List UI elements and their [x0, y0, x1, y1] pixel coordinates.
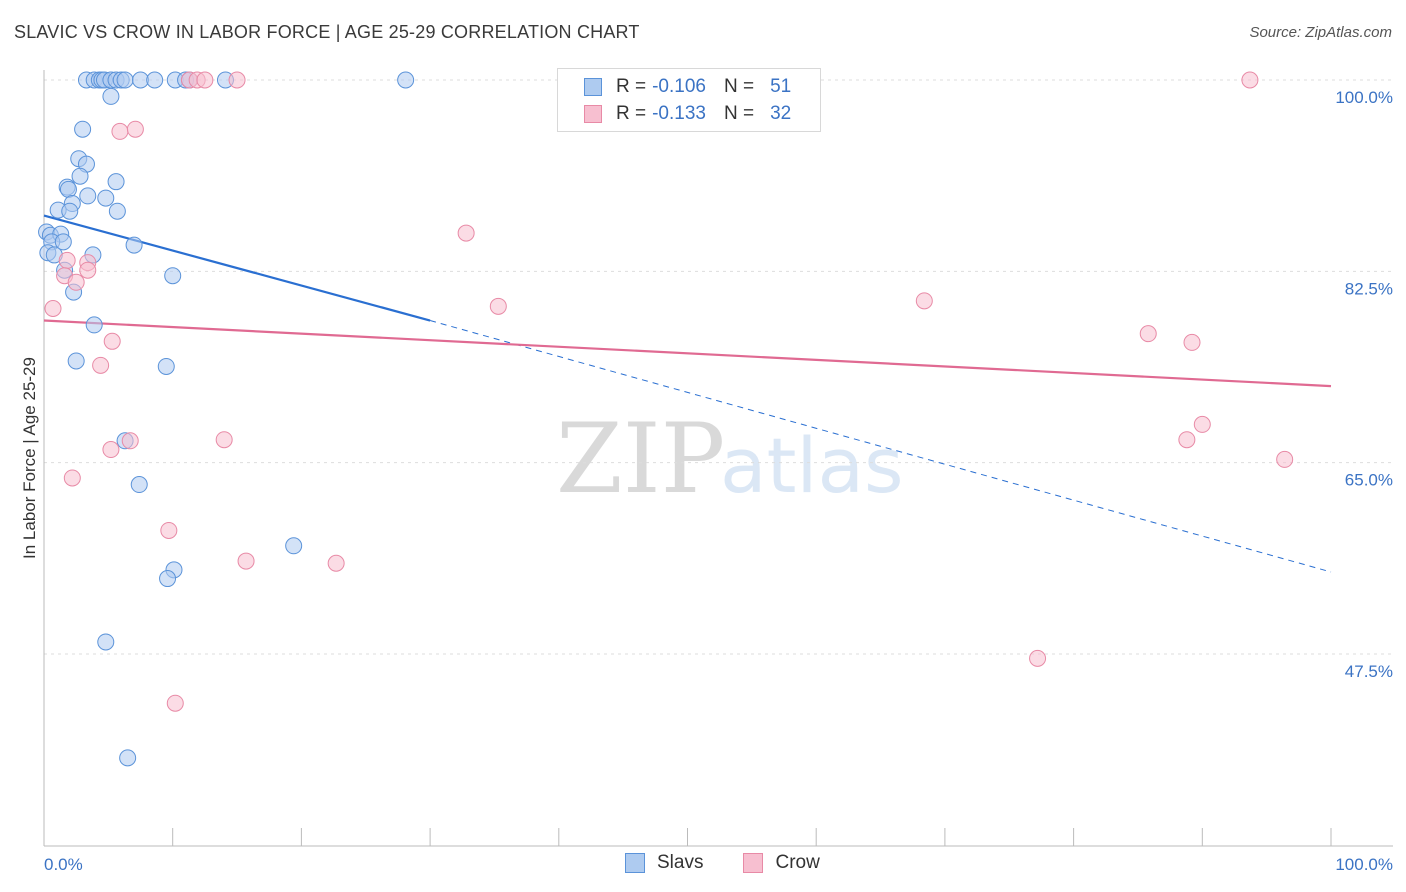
crow-point [58, 251, 76, 269]
crow-point [1183, 333, 1201, 351]
slavs-point [159, 570, 177, 588]
x-tick-label: 100.0% [1335, 855, 1393, 874]
slavs-point [116, 71, 134, 89]
legend-item-crow[interactable]: Crow [743, 852, 820, 874]
crow-point [103, 332, 121, 350]
crow-point [457, 224, 475, 242]
crow-point [79, 261, 97, 279]
slavs-point [74, 120, 92, 138]
x-tick-label: 0.0% [44, 855, 83, 874]
y-axis-label: In Labor Force | Age 25-29 [20, 357, 39, 559]
slavs-point [107, 173, 125, 191]
crow-point [1276, 450, 1294, 468]
crow-point [237, 552, 255, 570]
crow-point [111, 122, 129, 140]
crow-point [1139, 325, 1157, 343]
slavs-point [59, 180, 77, 198]
crow-point [92, 356, 110, 374]
y-tick-label: 82.5% [1345, 279, 1393, 298]
n-label: N = [723, 76, 755, 97]
slavs-point [130, 476, 148, 494]
crow-point [63, 469, 81, 487]
slavs-point [67, 352, 85, 370]
crow-point [160, 521, 178, 539]
slavs-point [97, 633, 115, 651]
crow-point [1178, 431, 1196, 449]
y-tick-label: 47.5% [1345, 662, 1393, 681]
slavs-point [157, 357, 175, 375]
crow-point [196, 71, 214, 89]
watermark-atlas: atlas [720, 421, 904, 510]
chart-title: SLAVIC VS CROW IN LABOR FORCE | AGE 25-2… [14, 22, 640, 42]
r-label: R = [616, 76, 647, 97]
slavs-legend-swatch [625, 853, 645, 873]
slavs-trend-line [43, 214, 431, 322]
slavs-point [108, 202, 126, 220]
crow-point [126, 120, 144, 138]
r-value: -0.106 [652, 76, 706, 97]
crow-point [915, 292, 933, 310]
crow-legend-swatch [743, 853, 764, 873]
crow-point [1193, 415, 1211, 433]
r-value: -0.133 [652, 103, 706, 124]
slavs-point [61, 202, 79, 220]
crow-point [228, 71, 246, 89]
n-value: 32 [770, 103, 792, 124]
crow-swatch [584, 105, 602, 123]
n-label: N = [723, 103, 755, 124]
slavs-swatch [584, 78, 602, 96]
crow-trend-line [43, 319, 1332, 388]
slavs-point [146, 71, 164, 89]
legend-item-slavs[interactable]: Slavs [625, 852, 703, 874]
slavs-point [97, 189, 115, 207]
crow-point [166, 694, 184, 712]
slavs-point [102, 87, 120, 105]
n-value: 51 [770, 76, 792, 97]
stats-row-slavs: R = -0.106 N = 51 [584, 75, 791, 99]
axes [43, 70, 1393, 847]
tick-labels: 47.5% 65.0% 82.5% 100.0% 0.0% 100.0% [44, 88, 1393, 874]
crow-point [121, 432, 139, 450]
crow-point [67, 273, 85, 291]
slavs-point [85, 316, 103, 334]
crow-point [102, 441, 120, 459]
slavs-point [54, 233, 72, 251]
slavs-point [285, 537, 303, 555]
crow-point [215, 431, 233, 449]
slavs-point [125, 236, 143, 254]
slavs-point [119, 749, 137, 767]
slavs-trend-extension [429, 320, 1332, 573]
crow-point [1241, 71, 1259, 89]
slavs-point [79, 187, 97, 205]
series-legend: Slavs Crow [625, 852, 860, 874]
source-credit: Source: ZipAtlas.com [1249, 24, 1392, 41]
crow-legend-label: Crow [775, 852, 820, 873]
slavs-point [397, 71, 415, 89]
slavs-point [132, 71, 150, 89]
trend-lines [43, 214, 1332, 573]
stats-legend: R = -0.106 N = 51 R = -0.133 N = 32 [557, 68, 821, 132]
slavs-point [164, 267, 182, 285]
watermark-zip: ZIP [556, 403, 725, 515]
data-points [38, 71, 1294, 767]
crow-point [327, 554, 345, 572]
y-tick-label: 65.0% [1345, 471, 1393, 490]
stats-row-crow: R = -0.133 N = 32 [584, 102, 791, 126]
r-label: R = [616, 103, 647, 124]
y-tick-label: 100.0% [1335, 88, 1393, 107]
slavs-point [71, 167, 89, 185]
slavs-legend-label: Slavs [657, 852, 704, 873]
crow-point [1029, 649, 1047, 667]
crow-point [489, 297, 507, 315]
crow-point [44, 300, 62, 318]
